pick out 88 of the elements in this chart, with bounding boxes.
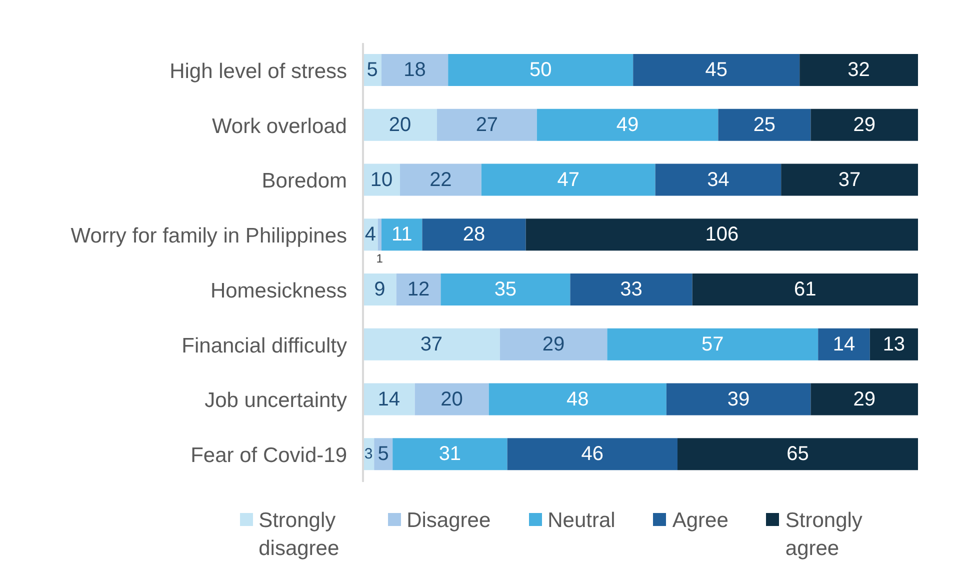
bar	[692, 274, 918, 306]
data-label: 35	[494, 278, 517, 300]
data-label: 33	[620, 278, 642, 300]
data-label: 11	[391, 224, 412, 246]
data-label: 29	[542, 333, 565, 356]
bar	[870, 328, 918, 360]
bar	[378, 218, 382, 251]
bar	[363, 383, 415, 416]
bar	[536, 108, 718, 141]
data-label: 48	[566, 388, 589, 410]
bar	[818, 328, 870, 360]
data-label: 45	[705, 59, 728, 81]
bar	[666, 383, 811, 416]
data-label: 25	[753, 114, 776, 136]
data-label: 4	[364, 224, 376, 246]
data-label: 20	[440, 388, 463, 410]
bar	[633, 54, 800, 86]
data-label: 61	[794, 278, 816, 300]
y-tick-label: Financial difficulty	[182, 334, 348, 358]
data-label: 34	[707, 168, 730, 191]
data-label: 32	[848, 59, 870, 81]
data-label: 57	[702, 333, 724, 356]
data-label: 31	[438, 443, 462, 466]
bar	[781, 164, 918, 196]
data-label: 65	[786, 443, 809, 466]
data-label: 37	[838, 168, 861, 191]
bar	[526, 218, 918, 251]
data-label: 106	[705, 224, 739, 246]
data-label: 18	[404, 59, 426, 81]
data-label: 29	[853, 114, 876, 136]
legend-label: Agree	[672, 508, 728, 534]
bar	[396, 274, 441, 306]
bar	[718, 108, 811, 141]
data-label: 22	[430, 168, 452, 191]
legend-label: Strongly agree	[785, 508, 864, 562]
data-label: 39	[727, 388, 750, 410]
bar	[382, 54, 448, 86]
y-tick-label: Homesickness	[210, 279, 347, 302]
bar	[363, 108, 437, 141]
data-label: 47	[557, 168, 580, 191]
data-label: 5	[378, 443, 389, 466]
data-label: 14	[378, 388, 400, 410]
data-label: 14	[832, 333, 856, 356]
data-label: 37	[420, 333, 443, 356]
bar	[414, 383, 489, 416]
bar	[363, 328, 500, 360]
bar	[500, 328, 608, 360]
data-label: 12	[407, 278, 430, 300]
data-label: 28	[462, 224, 486, 246]
bar	[440, 274, 570, 306]
bar	[437, 108, 537, 141]
data-label: 49	[616, 114, 639, 136]
data-label: 50	[529, 59, 552, 81]
data-label: 5	[366, 59, 378, 81]
bar	[382, 218, 422, 251]
y-tick-label: High level of stress	[170, 60, 347, 83]
data-label: 9	[374, 278, 386, 300]
bar	[392, 438, 508, 470]
bar	[655, 164, 782, 196]
bar	[678, 438, 918, 470]
bar	[607, 328, 818, 360]
bar	[400, 164, 482, 196]
y-tick-label: Worry for family in Philippines	[70, 224, 347, 248]
bar	[800, 54, 918, 86]
y-tick-label: Job uncertainty	[204, 389, 348, 412]
data-label: 29	[853, 388, 876, 410]
y-tick-label: Boredom	[262, 170, 347, 193]
legend-label: Strongly disagree	[258, 508, 340, 562]
data-label: 27	[476, 114, 498, 136]
y-tick-label: Fear of Covid-19	[190, 444, 347, 468]
data-label: 13	[882, 333, 906, 356]
data-label: 1	[376, 252, 384, 266]
bar	[363, 274, 396, 306]
bar	[448, 54, 634, 86]
bar	[570, 274, 692, 306]
legend-label: Disagree	[406, 508, 491, 534]
bar	[488, 383, 666, 416]
bar	[422, 218, 526, 251]
legend-label: Neutral	[548, 508, 616, 534]
y-tick-label: Work overload	[212, 114, 347, 138]
data-label: 46	[581, 443, 604, 466]
bar	[810, 383, 918, 416]
data-label: 20	[388, 114, 412, 136]
bar	[810, 108, 918, 141]
data-label: 3	[364, 446, 373, 463]
bar	[481, 164, 656, 196]
data-label: 10	[370, 168, 393, 191]
bar	[507, 438, 678, 470]
